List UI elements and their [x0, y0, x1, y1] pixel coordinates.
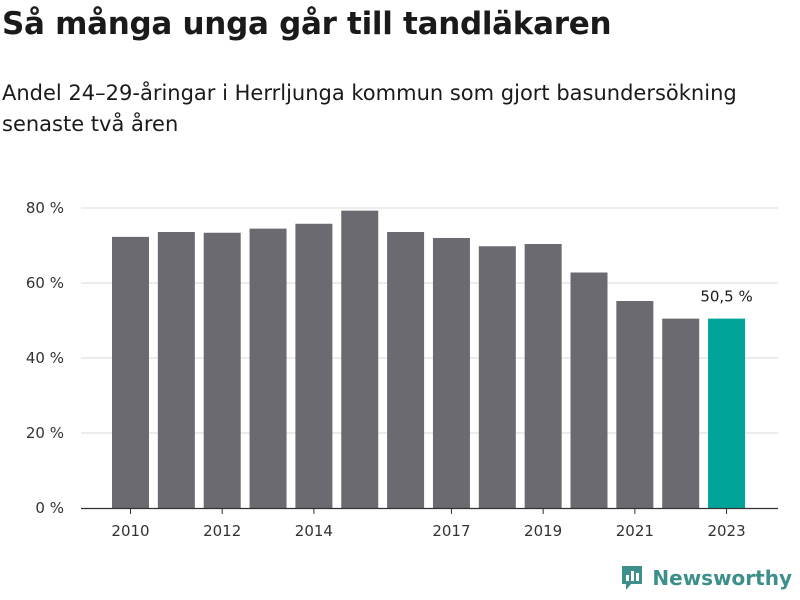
x-axis-ticks: 2010 2012 2014 2017 2019 2021 2023	[81, 507, 778, 540]
bar-2010	[112, 236, 149, 508]
bar-2016	[387, 232, 425, 508]
data-labels: 50,5 %	[700, 288, 752, 306]
chart-subtitle: Andel 24–29-åringar i Herrljunga kommun …	[2, 81, 737, 136]
x-tick-label: 2017	[432, 522, 470, 540]
bar-2013	[249, 228, 287, 508]
bars	[112, 210, 746, 508]
x-tick-label: 2021	[616, 522, 654, 540]
x-tick-label: 2014	[295, 522, 333, 540]
gridlines	[81, 207, 778, 434]
y-tick-label: 40 %	[26, 349, 64, 367]
bar-2018	[478, 246, 516, 508]
y-tick-label: 20 %	[26, 424, 64, 442]
data-label: 50,5 %	[700, 288, 752, 306]
brand-logo: Newsworthy	[620, 564, 792, 592]
bar-2011	[157, 232, 195, 508]
bar-chart-speech-bubble-icon	[622, 566, 643, 590]
x-tick-label: 2010	[111, 522, 149, 540]
bar-2015	[341, 210, 379, 508]
bar-2012	[203, 232, 241, 508]
bar-2020	[570, 272, 608, 508]
brand-name: Newsworthy	[652, 566, 792, 590]
y-tick-label: 60 %	[26, 274, 64, 292]
bar-2021	[616, 301, 654, 508]
bar-2014	[295, 223, 333, 508]
x-tick-label: 2019	[524, 522, 562, 540]
bar-2023	[708, 318, 746, 508]
x-tick-label: 2012	[203, 522, 241, 540]
bar-2019	[524, 244, 562, 508]
bar-2017	[432, 238, 470, 508]
chart-title: Så många unga går till tandläkaren	[2, 6, 612, 42]
y-tick-label: 80 %	[26, 199, 64, 217]
bar-2022	[662, 318, 700, 508]
x-tick-label: 2023	[707, 522, 745, 540]
y-axis-ticks: 0 % 20 % 40 % 60 % 80 %	[26, 199, 64, 517]
y-tick-label: 0 %	[35, 499, 64, 517]
